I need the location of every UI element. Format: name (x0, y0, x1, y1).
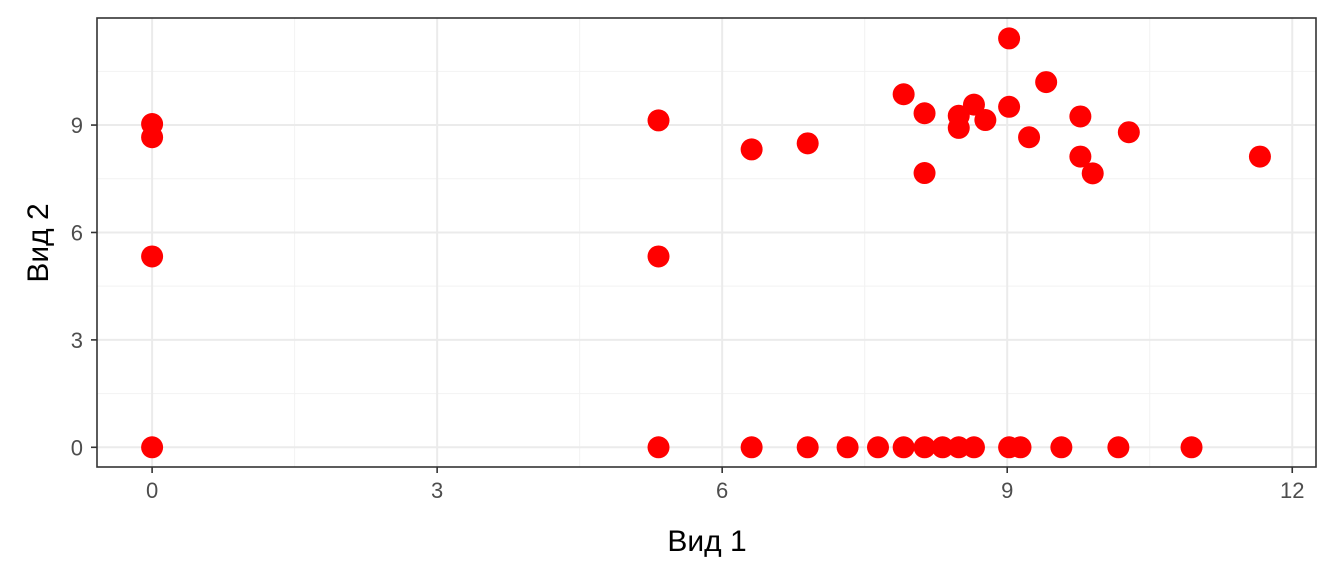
data-point (1180, 436, 1203, 459)
data-point (913, 436, 936, 459)
data-point (998, 27, 1021, 50)
x-tick-label: 0 (146, 478, 158, 503)
data-point (1069, 145, 1092, 168)
plot-border (96, 17, 1317, 468)
data-point (740, 138, 763, 161)
data-point (836, 436, 859, 459)
data-point (647, 109, 670, 132)
data-point (962, 436, 985, 459)
y-tick-label: 3 (71, 328, 83, 353)
x-tick-label: 9 (1001, 478, 1013, 503)
x-axis-title: Вид 1 (667, 525, 746, 558)
data-point (947, 436, 970, 459)
y-tick-label: 6 (71, 220, 83, 245)
data-point (866, 436, 889, 459)
y-axis-title: Вид 2 (22, 203, 55, 282)
data-point (1035, 71, 1058, 94)
y-tick-label: 9 (71, 113, 83, 138)
x-axis: 0 3 6 9 12 (146, 467, 1304, 503)
data-point (931, 436, 954, 459)
data-point (1107, 436, 1130, 459)
y-axis: 0 3 6 9 (71, 113, 97, 460)
data-point (1081, 162, 1104, 185)
x-tick-label: 3 (431, 478, 443, 503)
data-point (913, 162, 936, 185)
data-point (947, 116, 970, 139)
data-point (647, 436, 670, 459)
data-point (141, 126, 164, 149)
data-point (141, 245, 164, 268)
data-point (141, 436, 164, 459)
data-point (892, 83, 915, 106)
data-point (1050, 436, 1073, 459)
data-point (974, 109, 997, 132)
data-point (892, 436, 915, 459)
x-tick-label: 6 (716, 478, 728, 503)
data-point (740, 436, 763, 459)
data-point (796, 436, 819, 459)
x-tick-label: 12 (1280, 478, 1304, 503)
data-point (998, 95, 1021, 118)
data-point (796, 132, 819, 155)
data-point (1009, 436, 1032, 459)
data-point (1018, 126, 1041, 149)
plot-panel (97, 18, 1316, 467)
data-point (962, 93, 985, 116)
data-point (647, 245, 670, 268)
data-point (1117, 121, 1140, 144)
data-point (1069, 105, 1092, 128)
data-points (141, 27, 1271, 459)
y-tick-label: 0 (71, 435, 83, 460)
data-point (913, 102, 936, 125)
data-point (1248, 145, 1271, 168)
